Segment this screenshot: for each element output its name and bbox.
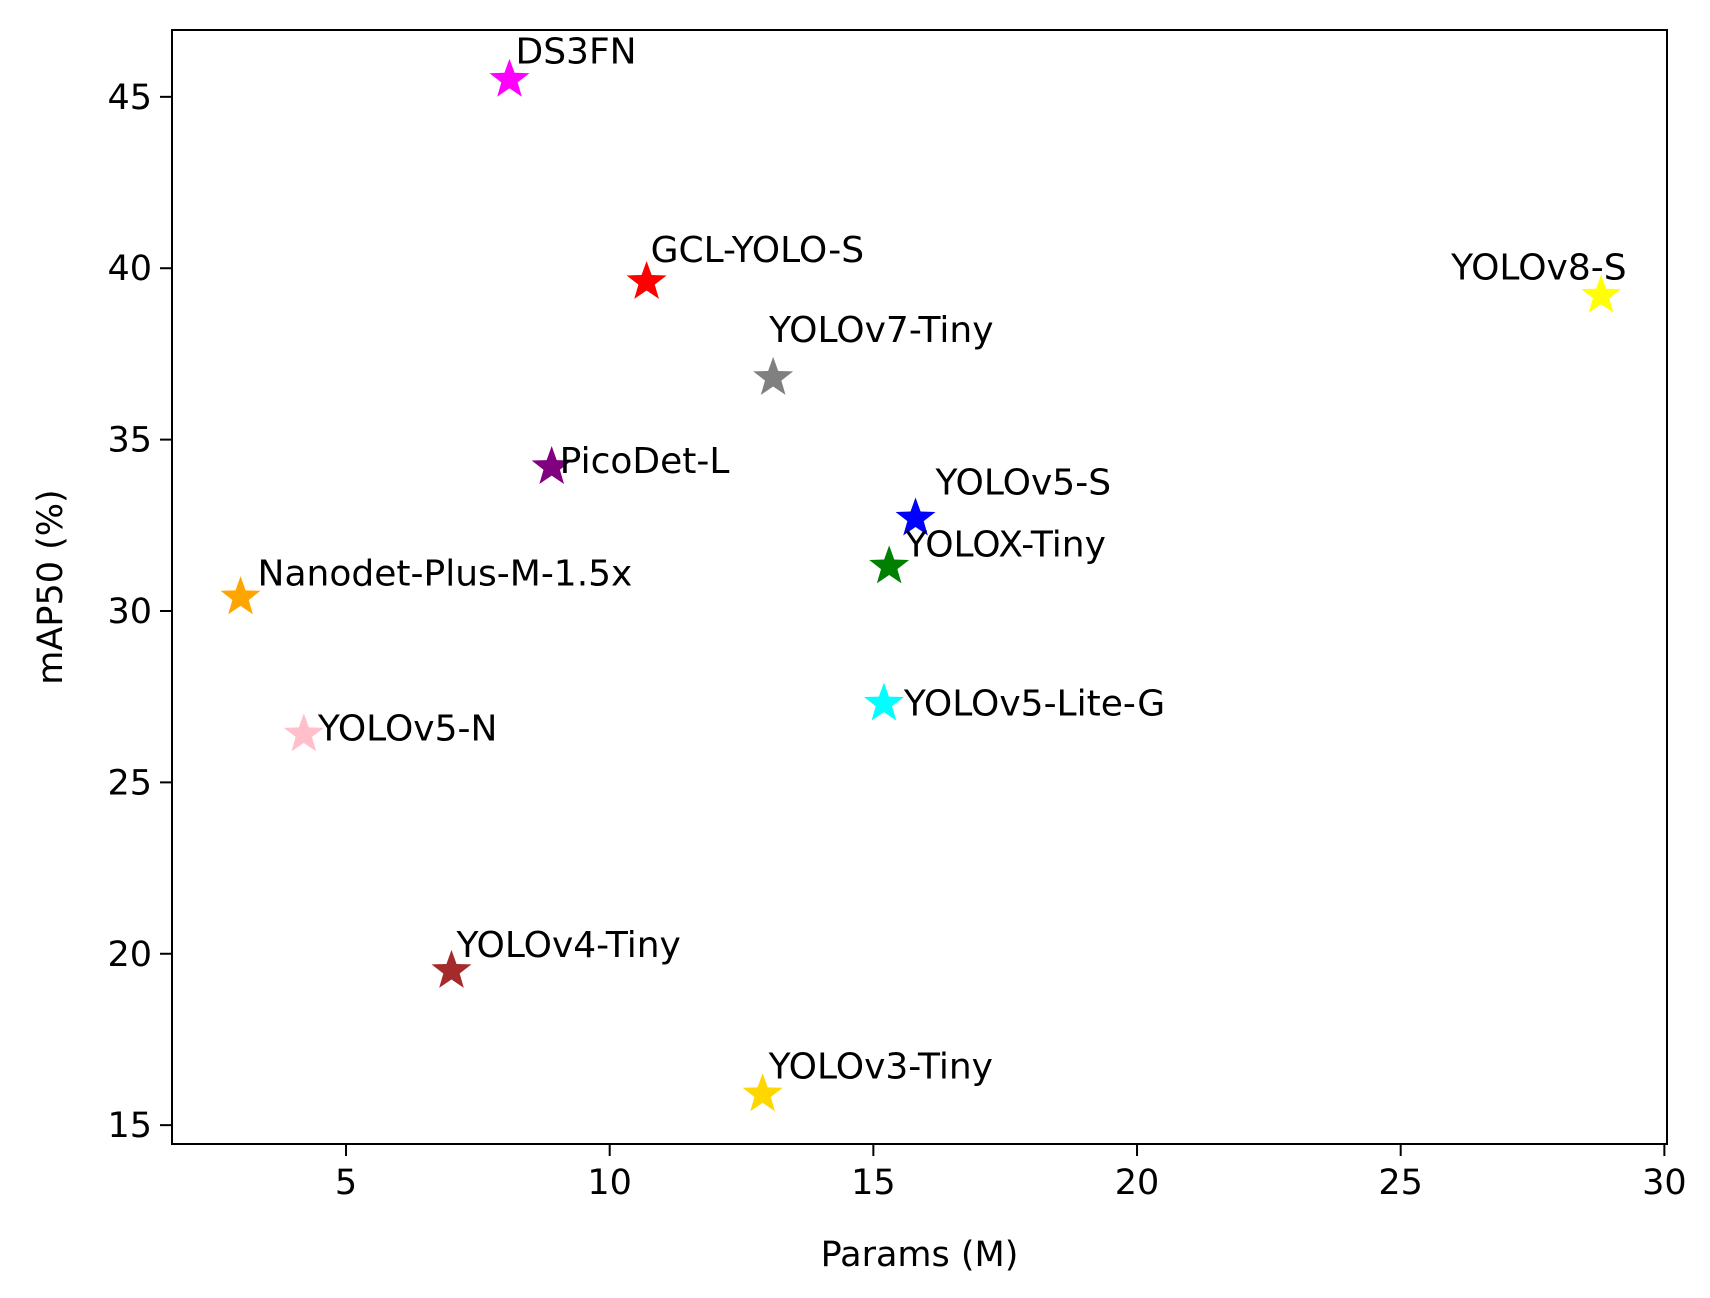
data-point-star (220, 576, 261, 615)
data-point-star (869, 545, 910, 584)
data-label: YOLOv3-Tiny (768, 1046, 993, 1087)
data-label: GCL-YOLO-S (651, 230, 865, 271)
data-label: YOLOX-Tiny (904, 524, 1106, 565)
data-label: YOLOv4-Tiny (455, 925, 680, 966)
y-tick-label: 15 (107, 1106, 152, 1146)
data-point-star (626, 260, 667, 299)
y-axis-ticks: 15 20 25 30 35 40 45 (107, 78, 172, 1146)
data-label: YOLOv8-S (1450, 248, 1627, 289)
y-tick-label: 35 (107, 421, 152, 461)
data-labels: DS3FN GCL-YOLO-S YOLOv8-S YOLOv7-Tiny PicoDe… (258, 32, 1627, 1088)
data-point-star (283, 713, 324, 752)
data-point-star (753, 356, 794, 395)
data-point-star (863, 682, 904, 721)
data-points (220, 58, 1622, 1112)
x-tick-label: 30 (1642, 1163, 1687, 1203)
y-tick-label: 40 (107, 249, 152, 289)
data-label: Nanodet-Plus-M-1.5x (258, 553, 633, 594)
x-tick-label: 10 (587, 1163, 632, 1203)
x-tick-label: 20 (1115, 1163, 1160, 1203)
data-label: PicoDet-L (560, 441, 730, 482)
data-label: DS3FN (515, 32, 636, 73)
x-tick-label: 25 (1378, 1163, 1423, 1203)
y-tick-label: 25 (107, 763, 152, 803)
data-label: YOLOv5-Lite-G (903, 684, 1165, 725)
x-tick-label: 5 (335, 1163, 357, 1203)
data-point-star (1581, 274, 1622, 313)
data-point-star (431, 949, 472, 988)
x-axis-ticks: 5 10 15 20 25 30 (335, 1144, 1687, 1203)
data-label: YOLOv5-N (317, 708, 498, 749)
data-point-star (531, 446, 572, 485)
data-point-star (895, 497, 936, 536)
plot-background (172, 30, 1667, 1144)
data-label: YOLOv7-Tiny (768, 310, 993, 351)
y-tick-label: 30 (107, 592, 152, 632)
y-axis-label: mAP50 (%) (31, 489, 71, 684)
data-label: YOLOv5-S (935, 462, 1112, 503)
data-point-star (489, 58, 530, 97)
plot-frame (171, 29, 1668, 1145)
x-tick-label: 15 (851, 1163, 896, 1203)
data-point-star (742, 1073, 783, 1112)
y-tick-label: 20 (107, 935, 152, 975)
x-axis-label: Params (M) (821, 1235, 1019, 1275)
y-tick-label: 45 (107, 78, 152, 118)
